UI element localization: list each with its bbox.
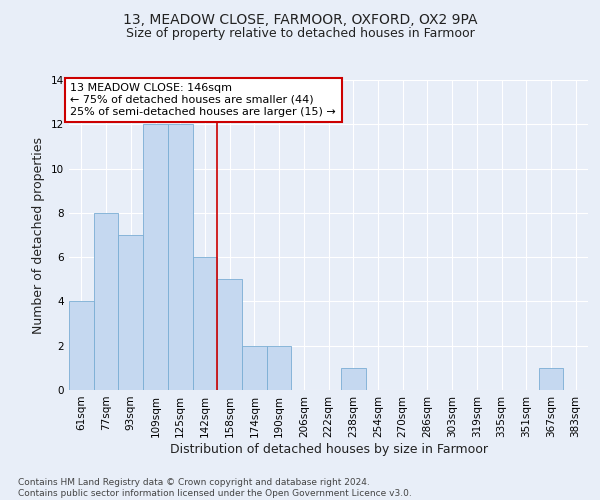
Bar: [143, 124, 168, 390]
Bar: [217, 280, 242, 390]
Text: 13, MEADOW CLOSE, FARMOOR, OXFORD, OX2 9PA: 13, MEADOW CLOSE, FARMOOR, OXFORD, OX2 9…: [123, 12, 477, 26]
Bar: [341, 368, 365, 390]
Bar: [193, 257, 217, 390]
Bar: [242, 346, 267, 390]
Bar: [539, 368, 563, 390]
Text: Contains HM Land Registry data © Crown copyright and database right 2024.
Contai: Contains HM Land Registry data © Crown c…: [18, 478, 412, 498]
Bar: [118, 235, 143, 390]
Bar: [168, 124, 193, 390]
X-axis label: Distribution of detached houses by size in Farmoor: Distribution of detached houses by size …: [170, 442, 487, 456]
Text: 13 MEADOW CLOSE: 146sqm
← 75% of detached houses are smaller (44)
25% of semi-de: 13 MEADOW CLOSE: 146sqm ← 75% of detache…: [70, 84, 336, 116]
Bar: [94, 213, 118, 390]
Text: Size of property relative to detached houses in Farmoor: Size of property relative to detached ho…: [125, 28, 475, 40]
Bar: [267, 346, 292, 390]
Y-axis label: Number of detached properties: Number of detached properties: [32, 136, 46, 334]
Bar: [69, 302, 94, 390]
